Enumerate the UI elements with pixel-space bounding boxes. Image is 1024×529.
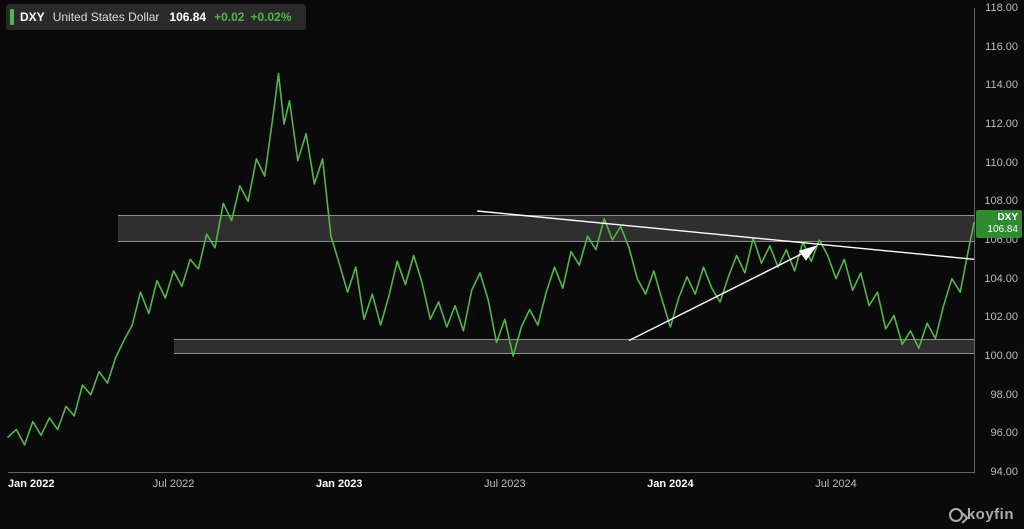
y-tick: 112.00 [985,118,1018,130]
x-tick: Jan 2024 [647,478,693,490]
y-tick: 108.00 [984,195,1018,207]
x-tick: Jul 2024 [815,478,857,490]
brand-logo: koyfin [949,506,1014,523]
y-tick: 98.00 [990,389,1018,401]
x-tick: Jul 2023 [484,478,526,490]
y-tick: 102.00 [984,311,1018,323]
price-series-line [8,74,974,445]
y-tick: 104.00 [984,273,1018,285]
y-tick: 110.00 [985,157,1018,169]
x-tick: Jul 2022 [153,478,195,490]
x-axis: Jan 2022 Jul 2022 Jan 2023 Jul 2023 Jan 2024… [8,476,974,496]
y-tick: 116.00 [985,41,1018,53]
y-axis: 94.0096.0098.00100.00102.00104.00106.001… [976,8,1024,472]
y-tick: 100.00 [984,350,1018,362]
x-tick: Jan 2023 [316,478,362,490]
brand-name: koyfin [967,506,1014,523]
y-tick: 118.00 [985,2,1018,14]
chart-plot-area[interactable] [8,8,975,473]
current-price-tag: DXY106.84 [976,210,1022,238]
y-tick: 96.00 [990,427,1018,439]
x-tick: Jan 2022 [8,478,54,490]
y-tick: 114.00 [985,79,1018,91]
chart-svg [8,8,974,472]
koyfin-icon [949,508,963,522]
y-tick: 94.00 [990,466,1018,478]
